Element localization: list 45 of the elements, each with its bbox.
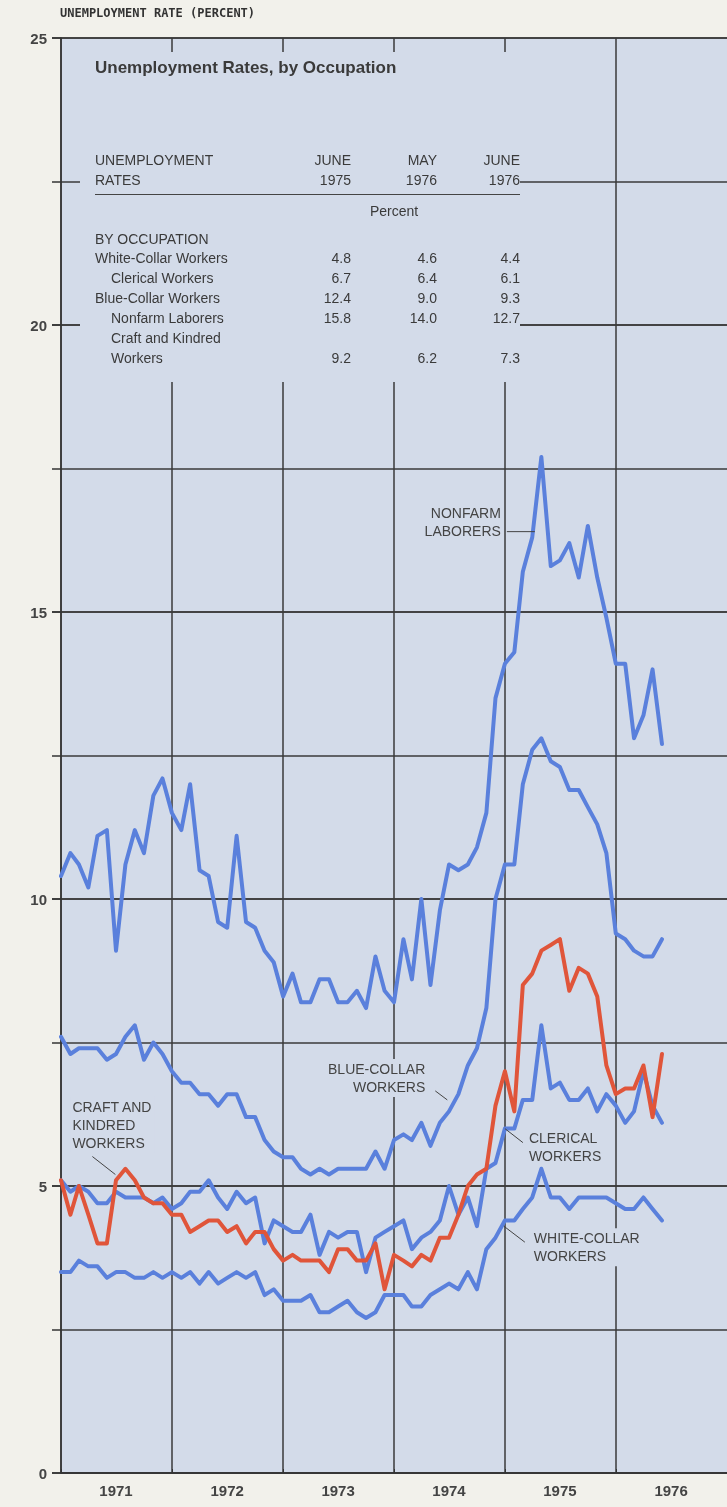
text: MAY 1976 — [351, 150, 437, 195]
data-label: 14.0 — [408, 309, 437, 328]
x-tick-label: 1971 — [99, 1482, 133, 1499]
data-label: 9.0 — [416, 289, 437, 308]
text: BLUE-COLLAR WORKERS — [328, 1060, 426, 1095]
series-label: WHITE-COLLAR WORKERS — [533, 1230, 640, 1265]
data-label: 9.3 — [499, 289, 520, 308]
x-tick-label: 1972 — [210, 1482, 244, 1499]
category-label: Clerical Workers — [110, 269, 215, 288]
x-tick-label: 1975 — [543, 1482, 577, 1499]
y-tick-label: 0 — [38, 1464, 47, 1482]
data-label: 12.7 — [491, 309, 520, 328]
category-label: Nonfarm Laborers — [110, 309, 225, 328]
annotation: Percent — [368, 202, 420, 221]
series-label: JUNE 1975 — [295, 150, 351, 195]
data-label: 6.7 — [330, 269, 351, 288]
y-tick-label: 25 — [30, 29, 47, 47]
series-label: CLERICAL WORKERS — [528, 1129, 602, 1164]
x-tick-label: 1974 — [432, 1482, 467, 1499]
y-axis-title: UNEMPLOYMENT RATE (PERCENT) — [60, 6, 256, 20]
y-tick-label: 10 — [30, 890, 47, 908]
category-label: Craft and Kindred Workers — [110, 329, 222, 368]
annotation: UNEMPLOYMENT RATES — [95, 150, 295, 195]
data-label: 7.3 — [499, 349, 520, 368]
text: NONFARM LABORERS — [424, 504, 501, 539]
data-label: 6.1 — [499, 269, 520, 288]
x-tick-label: 1976 — [654, 1482, 688, 1499]
y-tick-label: 5 — [38, 1177, 47, 1195]
data-label: 12.4 — [322, 289, 351, 308]
category-label: Blue-Collar Workers — [95, 289, 221, 308]
data-label: 4.8 — [330, 249, 351, 268]
text: Unemployment Rates, by Occupation — [95, 58, 397, 78]
data-label: 9.2 — [330, 349, 351, 368]
text: CRAFT AND KINDRED WORKERS — [72, 1098, 152, 1151]
y-tick-label: 15 — [30, 603, 47, 621]
data-label: 4.4 — [499, 249, 520, 268]
data-label: 15.8 — [322, 309, 351, 328]
x-tick-label: 1973 — [321, 1482, 355, 1499]
y-tick-label: 20 — [30, 316, 47, 334]
text: JUNE 1976 — [437, 150, 520, 195]
data-label: 6.2 — [416, 349, 437, 368]
data-label: 6.4 — [416, 269, 437, 288]
annotation: BY OCCUPATION — [95, 230, 210, 248]
data-label: 4.6 — [416, 249, 437, 268]
category-label: White-Collar Workers — [95, 249, 229, 268]
